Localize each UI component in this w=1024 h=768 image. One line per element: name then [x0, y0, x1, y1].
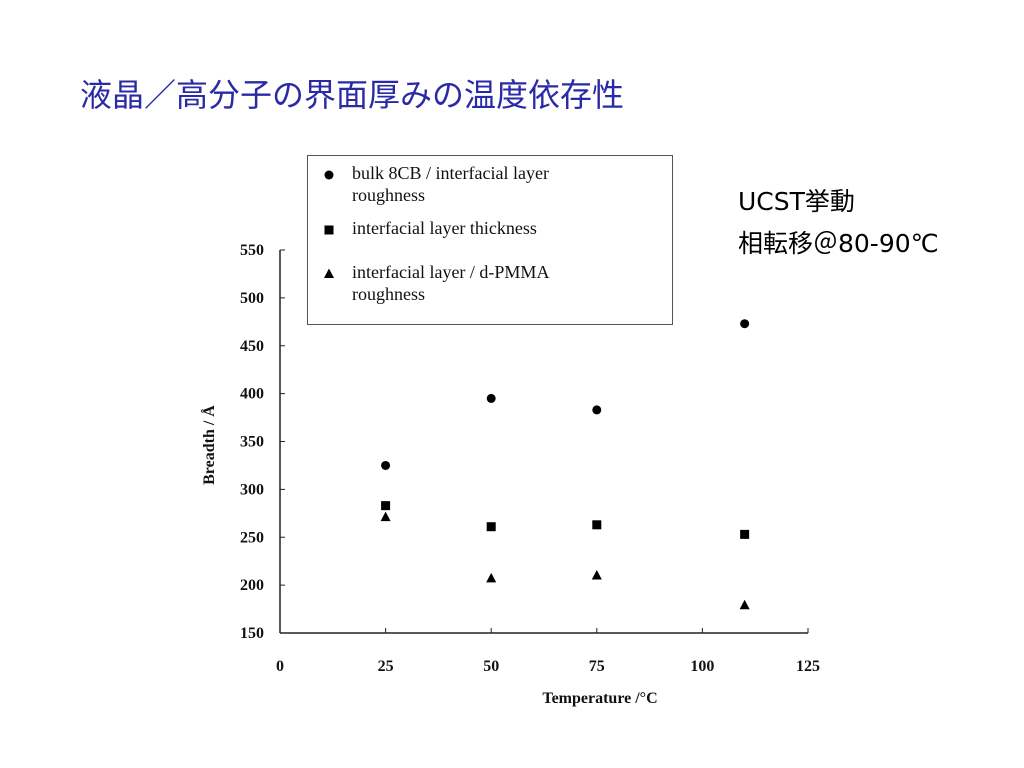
y-axis-label: Breadth / Å: [200, 405, 218, 485]
x-tick-label: 100: [690, 658, 714, 675]
legend-item: interfacial layer thickness: [324, 217, 622, 239]
point: [381, 460, 391, 470]
legend-label: bulk 8CB / interfacial layer roughness: [352, 163, 549, 205]
point: [486, 393, 496, 403]
y-tick-label: 250: [240, 529, 264, 546]
point: [380, 511, 391, 522]
point: [739, 599, 750, 610]
y-tick-label: 450: [240, 338, 264, 355]
x-tick-label: 50: [483, 658, 499, 675]
legend: bulk 8CB / interfacial layer roughness in…: [307, 155, 673, 325]
y-tick-label: 400: [240, 386, 264, 403]
annotation: UCST挙動: [738, 187, 855, 216]
x-axis-label: Temperature /°C: [542, 690, 657, 707]
point: [324, 225, 334, 235]
point: [591, 570, 602, 580]
slide-title: 液晶／高分子の界面厚みの温度依存性: [80, 76, 625, 114]
y-tick-label: 300: [240, 481, 264, 498]
x-tick-label: 0: [276, 658, 284, 675]
point: [740, 319, 750, 329]
y-tick-label: 200: [240, 577, 264, 594]
y-tick-label: 550: [240, 242, 264, 259]
legend-label: interfacial layer / d-PMMA roughness: [352, 262, 549, 304]
legend-marker: [324, 225, 334, 235]
x-tick-label: 75: [589, 658, 605, 675]
y-tick-label: 350: [240, 434, 264, 451]
point: [740, 529, 750, 539]
legend-marker: [324, 268, 334, 278]
legend-marker: [324, 170, 334, 180]
legend-item: bulk 8CB / interfacial layer roughness: [324, 162, 622, 206]
point: [486, 572, 497, 583]
point: [592, 405, 602, 415]
x-tick-label: 125: [796, 658, 820, 675]
x-tick-label: 25: [378, 658, 394, 675]
point: [592, 520, 602, 530]
point: [381, 501, 391, 511]
legend-item: interfacial layer / d-PMMA roughness: [324, 261, 622, 305]
point: [324, 170, 334, 180]
legend-label: interfacial layer thickness: [352, 218, 537, 238]
point: [486, 522, 496, 532]
y-tick-label: 150: [240, 625, 264, 642]
y-tick-label: 500: [240, 290, 264, 307]
annotation: 相転移＠80-90℃: [738, 229, 939, 258]
point: [324, 268, 334, 278]
